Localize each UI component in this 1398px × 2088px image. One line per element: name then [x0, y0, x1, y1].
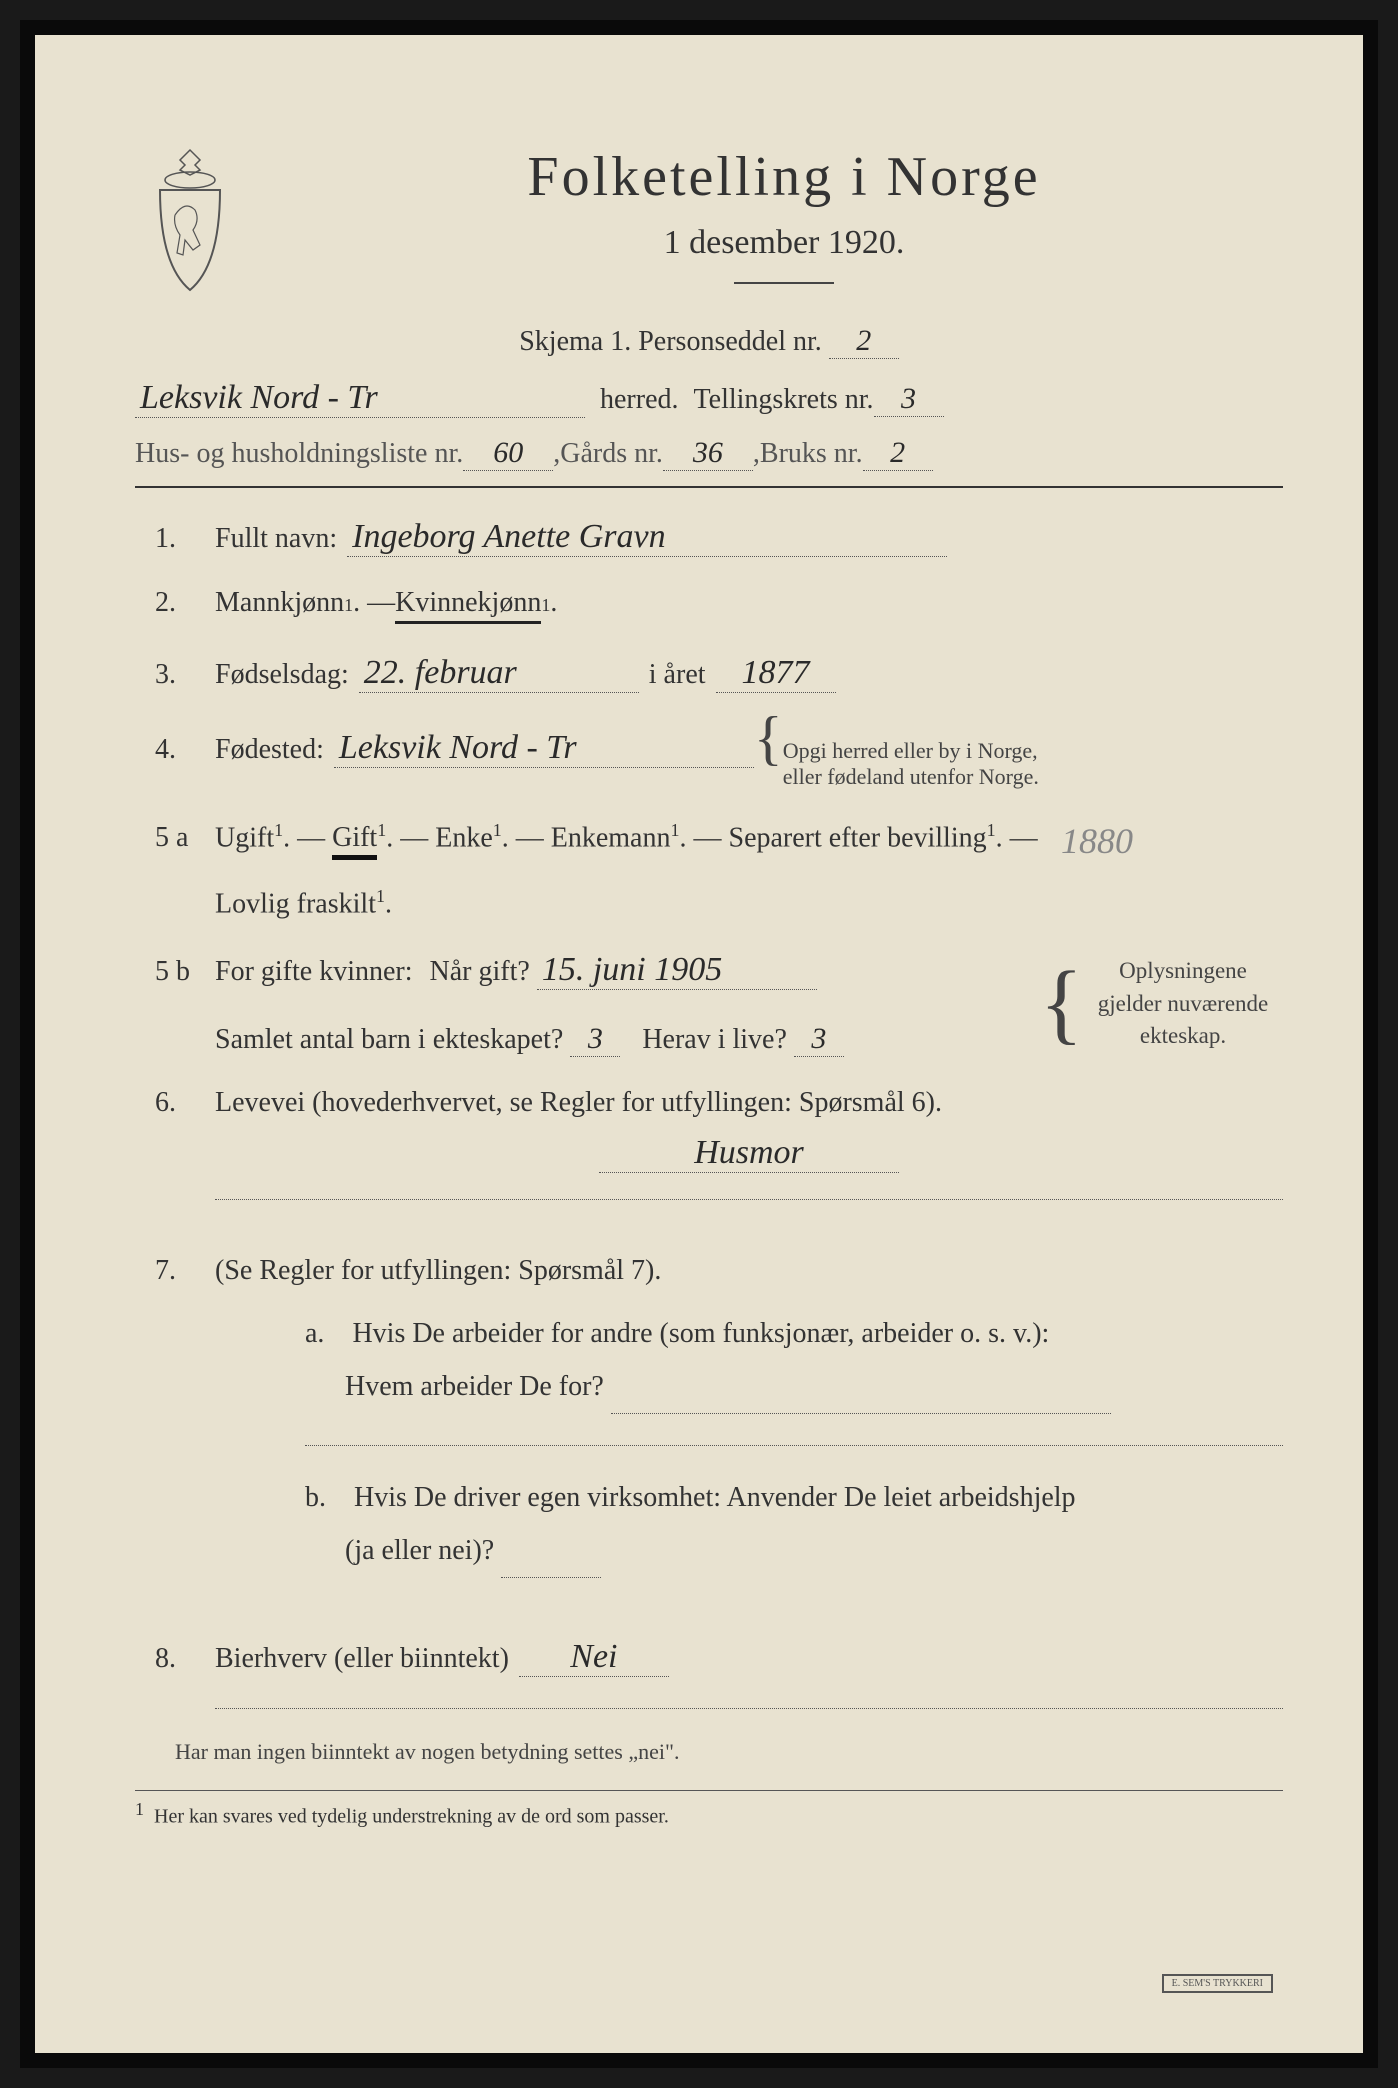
form-header-label: Skjema 1. Personseddel nr. [519, 326, 822, 357]
norwegian-crest-icon [135, 145, 245, 295]
tellingskrets-label: Tellingskrets nr. [694, 384, 874, 416]
bruks-nr: 2 [863, 436, 933, 471]
q5a-pencil-note: 1880 [1061, 820, 1133, 862]
q6-value: Husmor [599, 1134, 899, 1173]
q7b: b. Hvis De driver egen virksomhet: Anven… [305, 1471, 1283, 1578]
q1-num: 1. [155, 523, 215, 555]
household-list-label: Hus- og husholdningsliste nr. [135, 438, 463, 470]
question-7: 7. (Se Regler for utfyllingen: Spørsmål … [135, 1255, 1283, 1609]
q7b-label: b. [305, 1482, 326, 1513]
q7b-text2: (ja eller nei)? [345, 1535, 494, 1566]
tellingskrets-nr: 3 [874, 382, 944, 417]
q2-kvinne: Kvinnekjønn [395, 587, 541, 624]
printer-stamp: E. SEM'S TRYKKERI [1162, 1974, 1273, 1993]
household-line: Hus- og husholdningsliste nr. 60 , Gårds… [135, 436, 1283, 471]
q4-label: Fødested: [215, 734, 324, 766]
q5b-label: For gifte kvinner: [215, 956, 413, 987]
q5a-ugift: Ugift [215, 822, 274, 853]
question-1: 1. Fullt navn: Ingeborg Anette Gravn [135, 518, 1283, 557]
q4-value: Leksvik Nord - Tr [334, 729, 754, 768]
form-number: 2 [829, 324, 899, 359]
q7a-text1: Hvis De arbeider for andre (som funksjon… [352, 1318, 1049, 1349]
q5b-herav: 3 [794, 1022, 844, 1057]
footer-note: Har man ingen biinntekt av nogen betydni… [135, 1739, 1283, 1765]
census-form-page: Folketelling i Norge 1 desember 1920. Sk… [20, 20, 1378, 2068]
main-title: Folketelling i Norge [285, 145, 1283, 209]
q3-year: 1877 [716, 654, 836, 693]
gards-label: Gårds nr. [560, 438, 663, 470]
q5a-num: 5 a [155, 822, 215, 854]
bruks-label: Bruks nr. [760, 438, 863, 470]
footnote-num: 1 [135, 1799, 144, 1819]
q6-num: 6. [155, 1087, 215, 1119]
q5b-nar-gift: 15. juni 1905 [537, 951, 817, 990]
q7a-text2: Hvem arbeider De for? [345, 1371, 604, 1402]
q3-num: 3. [155, 659, 215, 691]
q5b-note3: ekteskap. [1140, 1023, 1226, 1048]
q5a-enkemann: Enkemann [551, 822, 671, 853]
q7a: a. Hvis De arbeider for andre (som funks… [305, 1307, 1283, 1414]
q5a-enke: Enke [435, 822, 493, 853]
q5a-lovlig: Lovlig fraskilt [215, 889, 376, 920]
gards-nr: 36 [663, 436, 753, 471]
q5b-note1: Oplysningene [1119, 958, 1247, 983]
q8-value: Nei [519, 1638, 669, 1677]
household-list-nr: 60 [463, 436, 553, 471]
footnote: 1 Her kan svares ved tydelig understrekn… [135, 1790, 1283, 1829]
herred-label: herred. [600, 384, 679, 416]
q4-note1: Opgi herred eller by i Norge, [783, 738, 1038, 763]
question-5b: 5 b For gifte kvinner: Når gift? 15. jun… [135, 951, 1283, 1057]
q7-label: (Se Regler for utfyllingen: Spørsmål 7). [215, 1255, 661, 1286]
q3-year-label: i året [649, 659, 706, 691]
q5b-barn: 3 [570, 1022, 620, 1057]
q5b-barn-label: Samlet antal barn i ekteskapet? [215, 1024, 563, 1055]
district-line: Leksvik Nord - Tr herred. Tellingskrets … [135, 379, 1283, 418]
q5b-note2: gjelder nuværende [1098, 991, 1269, 1016]
q2-num: 2. [155, 587, 215, 619]
q5b-nar-gift-label: Når gift? [430, 956, 530, 987]
q3-day: 22. februar [359, 654, 639, 693]
footnote-text: Her kan svares ved tydelig understreknin… [154, 1806, 669, 1828]
title-block: Folketelling i Norge 1 desember 1920. [285, 135, 1283, 314]
form-header: Skjema 1. Personseddel nr. 2 [135, 324, 1283, 359]
q5a-gift: Gift [332, 822, 377, 860]
question-6: 6. Levevei (hovederhvervet, se Regler fo… [135, 1087, 1283, 1225]
q7-num: 7. [155, 1255, 215, 1287]
q5a-separert: Separert efter bevilling [729, 822, 987, 853]
q7b-text1: Hvis De driver egen virksomhet: Anvender… [354, 1482, 1076, 1513]
q2-mann: Mannkjønn [215, 587, 344, 619]
q6-label: Levevei (hovederhvervet, se Regler for u… [215, 1087, 942, 1118]
q3-label: Fødselsdag: [215, 659, 349, 691]
question-5a: 5 a Ugift1. — Gift1. — Enke1. — Enkemann… [135, 820, 1283, 921]
title-underline [734, 282, 834, 284]
q8-num: 8. [155, 1643, 215, 1675]
q4-num: 4. [155, 734, 215, 766]
subtitle: 1 desember 1920. [285, 224, 1283, 262]
q7a-label: a. [305, 1318, 324, 1349]
district-name: Leksvik Nord - Tr [135, 379, 585, 418]
q1-value: Ingeborg Anette Gravn [347, 518, 947, 557]
q5b-herav-label: Herav i live? [642, 1024, 787, 1055]
question-3: 3. Fødselsdag: 22. februar i året 1877 [135, 654, 1283, 693]
q5b-num: 5 b [155, 956, 215, 988]
question-2: 2. Mannkjønn1. — Kvinnekjønn1. [135, 587, 1283, 624]
q8-label: Bierhverv (eller biinntekt) [215, 1643, 509, 1675]
question-4: 4. Fødested: Leksvik Nord - Tr { Opgi he… [135, 723, 1283, 790]
q1-label: Fullt navn: [215, 523, 337, 555]
question-8: 8. Bierhverv (eller biinntekt) Nei [135, 1638, 1283, 1677]
divider-main [135, 486, 1283, 488]
header: Folketelling i Norge 1 desember 1920. [135, 135, 1283, 314]
q4-note2: eller fødeland utenfor Norge. [783, 764, 1039, 789]
